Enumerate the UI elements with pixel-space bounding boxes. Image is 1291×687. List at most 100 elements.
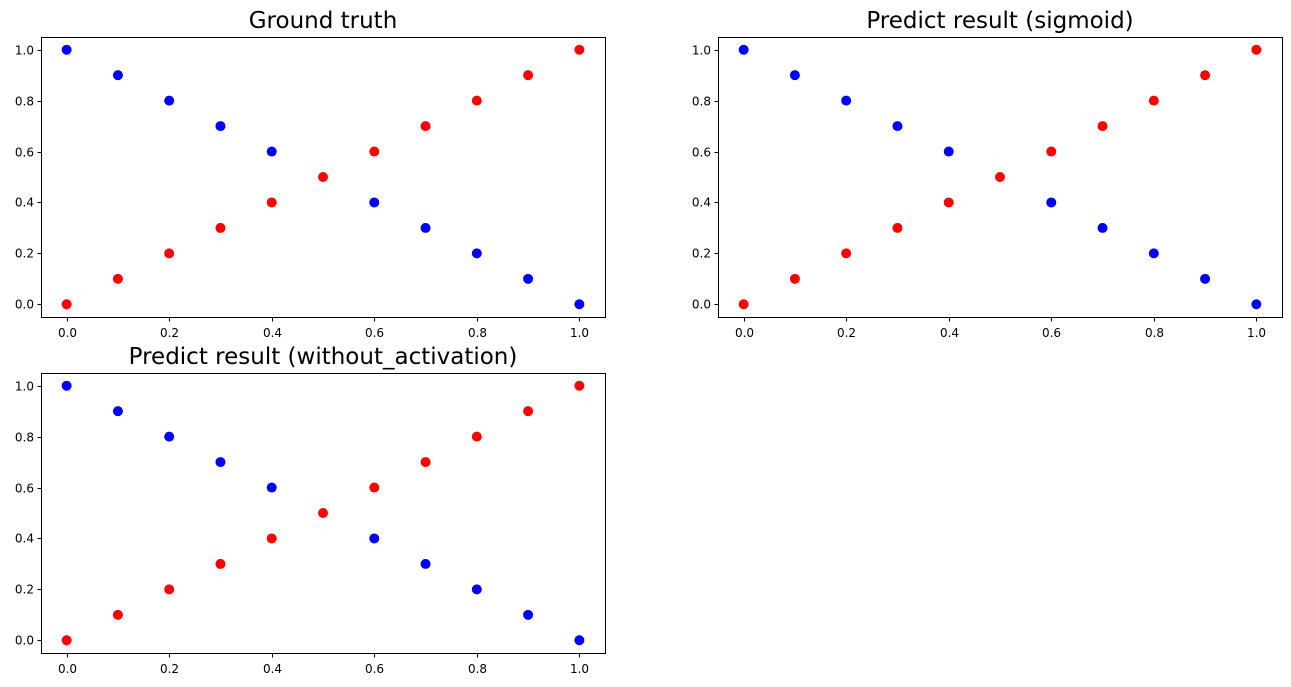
data-point-class-1: [523, 70, 534, 81]
y-tick-label: 0.6: [15, 482, 34, 496]
y-tick-label: 0.2: [692, 247, 711, 261]
data-point-class-0: [841, 95, 852, 106]
y-tick-label: 1.0: [15, 44, 34, 58]
data-point-class-1: [61, 299, 72, 310]
x-tick-label: 0.6: [365, 662, 384, 676]
y-tick-label: 0.6: [15, 146, 34, 160]
data-point-class-1: [523, 406, 534, 417]
data-point-class-1: [574, 44, 585, 55]
x-tick-label: 1.0: [1247, 326, 1266, 340]
x-tick-label: 0.0: [58, 326, 77, 340]
data-point-class-1: [789, 273, 800, 284]
data-point-class-1: [420, 121, 431, 132]
data-point-class-1: [112, 609, 123, 620]
x-tick-label: 0.6: [1042, 326, 1061, 340]
data-point-class-1: [841, 248, 852, 259]
x-tick-label: 0.2: [160, 326, 179, 340]
data-point-class-1: [318, 172, 328, 182]
x-tick-label: 1.0: [570, 326, 589, 340]
data-point-class-0: [420, 558, 431, 569]
data-point-class-1: [471, 95, 482, 106]
x-tick-label: 1.0: [570, 662, 589, 676]
y-tick-label: 0.8: [15, 95, 34, 109]
data-point-class-0: [523, 273, 534, 284]
y-tick-label: 0.0: [15, 298, 34, 312]
data-point-class-0: [266, 482, 277, 493]
data-point-class-0: [112, 70, 123, 81]
x-tick-label: 0.8: [1145, 326, 1164, 340]
data-point-class-1: [164, 248, 175, 259]
data-point-class-1: [574, 380, 585, 391]
data-point-class-1: [266, 197, 277, 208]
data-point-class-0: [738, 44, 749, 55]
data-point-class-0: [471, 584, 482, 595]
data-point-class-1: [943, 197, 954, 208]
data-point-class-0: [164, 95, 175, 106]
data-point-class-0: [215, 121, 226, 132]
data-point-class-1: [892, 222, 903, 233]
data-point-class-1: [1200, 70, 1211, 81]
data-point-class-0: [61, 44, 72, 55]
x-tick-label: 0.0: [735, 326, 754, 340]
x-tick-label: 0.6: [365, 326, 384, 340]
subplot-1: Ground truth 0.0 0.2 0.4 0.6 0.8 1.0 0.0 0.2 0.4 0…: [15, 8, 606, 340]
data-point-class-0: [369, 197, 380, 208]
subplot-title: Ground truth: [249, 8, 398, 34]
data-point-class-1: [318, 508, 328, 518]
subplot-title: Predict result (sigmoid): [866, 8, 1133, 34]
subplot-3: Predict result (without_activation) 0.0 0.…: [15, 344, 606, 676]
data-point-class-0: [420, 222, 431, 233]
data-point-class-0: [523, 609, 534, 620]
data-point-class-1: [215, 222, 226, 233]
data-point-class-0: [943, 146, 954, 157]
data-point-class-1: [1046, 146, 1057, 157]
y-tick-label: 0.8: [15, 431, 34, 445]
y-tick-label: 1.0: [692, 44, 711, 58]
y-tick-label: 1.0: [15, 380, 34, 394]
data-point-class-1: [1148, 95, 1159, 106]
data-point-class-1: [369, 482, 380, 493]
data-point-class-0: [1046, 197, 1057, 208]
data-point-class-0: [61, 380, 72, 391]
data-point-class-1: [369, 146, 380, 157]
x-tick-label: 0.4: [263, 662, 282, 676]
y-tick-label: 0.6: [692, 146, 711, 160]
data-point-class-1: [1251, 44, 1262, 55]
y-tick-label: 0.0: [692, 298, 711, 312]
data-point-class-0: [574, 299, 585, 310]
data-point-class-0: [1251, 299, 1262, 310]
data-point-class-0: [215, 457, 226, 468]
y-tick-label: 0.4: [15, 196, 34, 210]
data-point-class-0: [369, 533, 380, 544]
data-point-class-0: [892, 121, 903, 132]
data-point-class-0: [1200, 273, 1211, 284]
data-point-class-1: [215, 558, 226, 569]
y-tick-label: 0.4: [15, 532, 34, 546]
data-point-class-1: [420, 457, 431, 468]
x-tick-label: 0.2: [837, 326, 856, 340]
y-tick-label: 0.2: [15, 247, 34, 261]
data-point-class-0: [266, 146, 277, 157]
data-point-class-1: [1097, 121, 1108, 132]
data-point-class-1: [471, 431, 482, 442]
data-point-class-0: [164, 431, 175, 442]
y-tick-label: 0.4: [692, 196, 711, 210]
data-point-class-0: [789, 70, 800, 81]
subplot-2: Predict result (sigmoid) 0.0 0.2 0.4 0.6 0.8 1…: [692, 8, 1283, 340]
subplot-title: Predict result (without_activation): [129, 344, 518, 370]
x-tick-label: 0.4: [263, 326, 282, 340]
y-tick-label: 0.0: [15, 634, 34, 648]
y-tick-label: 0.8: [692, 95, 711, 109]
x-tick-label: 0.8: [468, 662, 487, 676]
data-point-class-0: [112, 406, 123, 417]
data-point-class-1: [266, 533, 277, 544]
x-tick-label: 0.4: [940, 326, 959, 340]
data-point-class-1: [112, 273, 123, 284]
data-point-class-1: [995, 172, 1005, 182]
x-tick-label: 0.8: [468, 326, 487, 340]
data-point-class-1: [61, 635, 72, 646]
data-point-class-0: [1148, 248, 1159, 259]
data-point-class-0: [1097, 222, 1108, 233]
data-point-class-0: [471, 248, 482, 259]
